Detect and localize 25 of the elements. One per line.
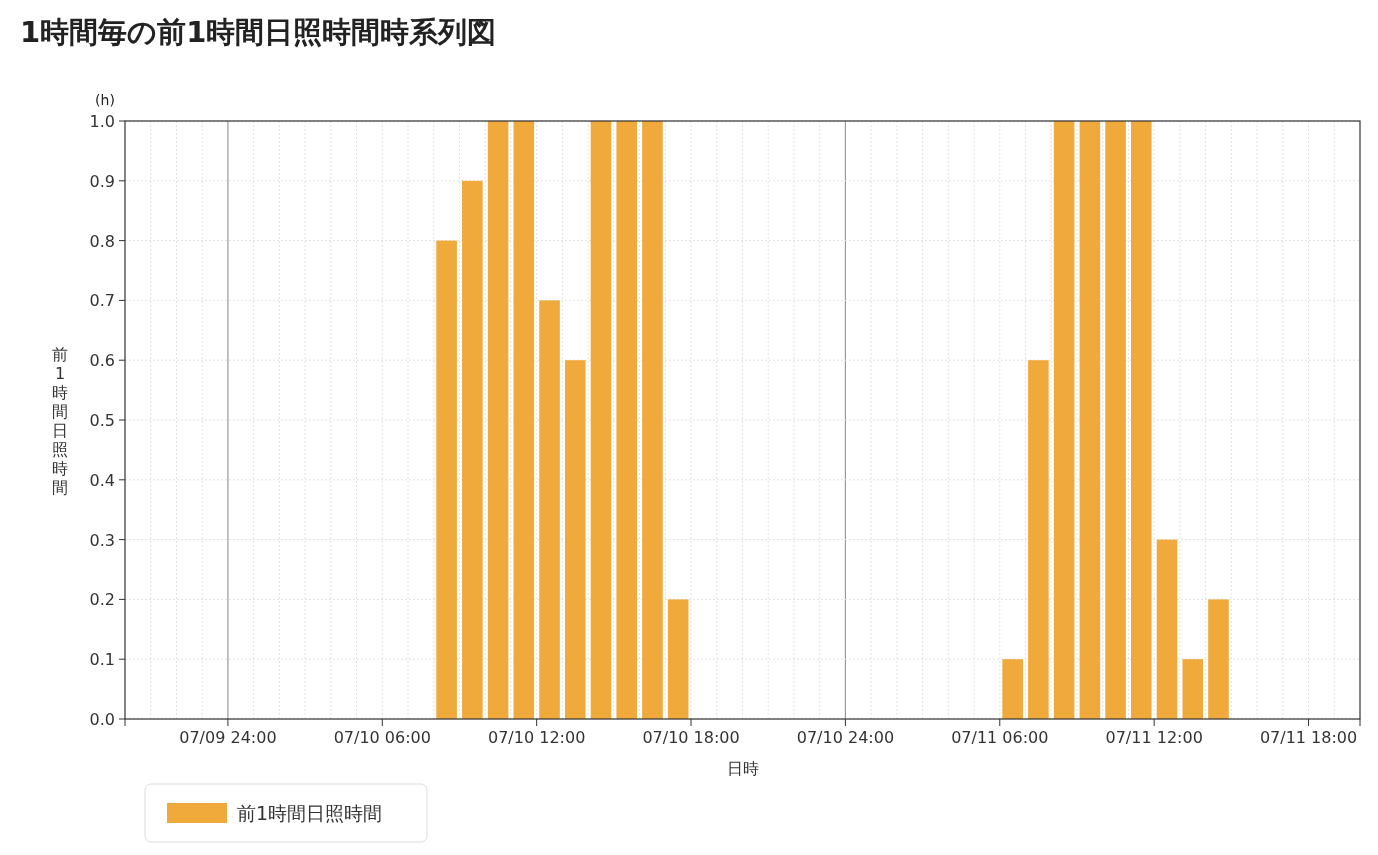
y-tick-label: 0.1 (89, 650, 115, 670)
x-tick-label: 07/10 12:00 (488, 728, 586, 747)
x-axis-title: 日時 (726, 759, 759, 778)
legend: 前1時間日照時間 (144, 783, 428, 843)
x-tick-label: 07/10 06:00 (333, 728, 431, 747)
y-tick-label: 0.7 (89, 291, 115, 311)
y-tick-label: 0.9 (89, 171, 115, 191)
chart-title: 1時間毎の前1時間日照時間時系列図 (20, 15, 497, 49)
y-tick-label: 0.6 (89, 351, 115, 371)
y-axis-title: 前1時間日照時間 (52, 344, 68, 497)
y-tick-label: 0.8 (89, 231, 115, 251)
x-tick-label: 07/11 12:00 (1105, 728, 1203, 747)
x-tick-label: 07/11 18:00 (1259, 728, 1358, 747)
y-tick-label: 0.5 (89, 411, 115, 430)
x-tick-label: 07/10 18:00 (642, 728, 740, 747)
x-tick-label: 07/11 06:00 (951, 728, 1049, 747)
y-tick-label: 0.2 (89, 590, 115, 610)
y-tick-label: 1.0 (89, 112, 115, 131)
x-tick-label: 07/10 24:00 (796, 728, 895, 747)
y-tick-label: 0.3 (89, 530, 115, 550)
y-tick-label: 0.0 (89, 710, 115, 729)
text: (h) (95, 92, 115, 108)
y-tick-label: 0.4 (89, 470, 115, 490)
legend-label: 前1時間日照時間 (237, 802, 383, 824)
x-tick-label: 07/09 24:00 (179, 728, 277, 747)
